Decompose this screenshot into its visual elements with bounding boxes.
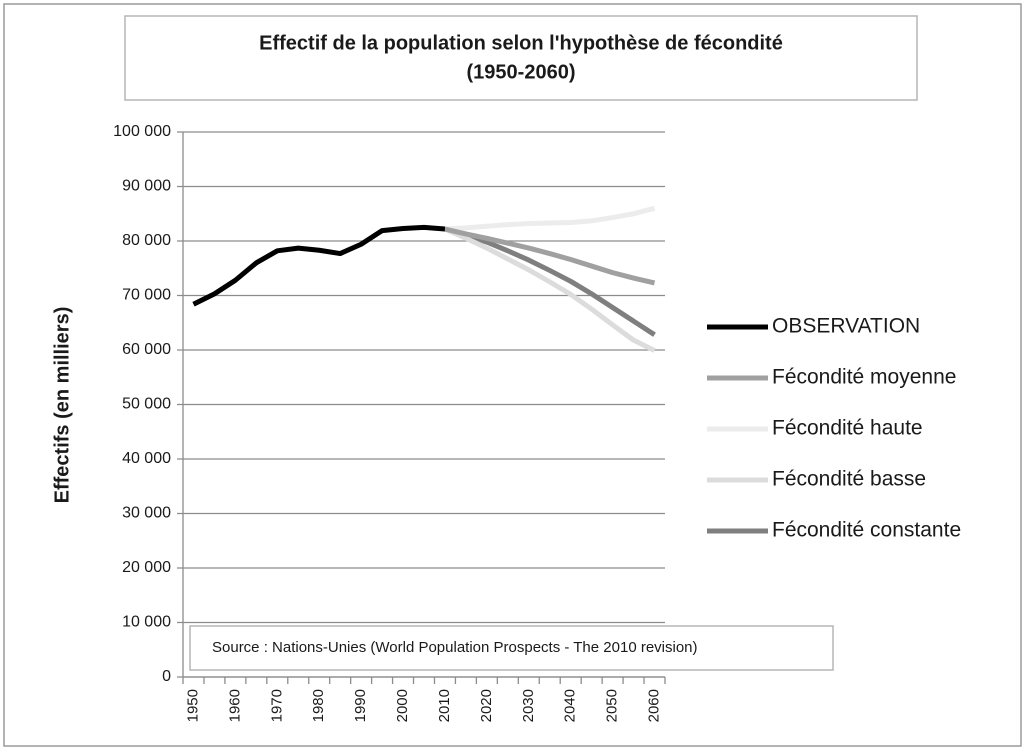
series-line (443, 226, 656, 353)
y-tick-label: 90 000 (122, 178, 171, 195)
x-tick-label: 1950 (184, 689, 201, 722)
series-line (192, 224, 446, 307)
x-tick-label: 2010 (436, 689, 453, 722)
y-tick-label: 50 000 (122, 396, 171, 413)
y-tick-label: 40 000 (122, 450, 171, 467)
y-tick-label: 60 000 (122, 341, 171, 358)
y-axis-label: Effectifs (en milliers) (51, 307, 73, 504)
legend-label: Fécondité haute (772, 417, 923, 440)
title-box (124, 15, 918, 101)
y-tick-label: 10 000 (122, 614, 171, 631)
x-tick-label: 1970 (268, 689, 285, 722)
x-tick-label: 2040 (562, 689, 579, 722)
x-tick-label: 2050 (604, 689, 621, 722)
x-tick-label: 2060 (645, 689, 662, 722)
chart-border (3, 3, 1022, 747)
legend-label: Fécondité constante (772, 519, 961, 542)
annotation: Source : Nations-Unies (World Population… (212, 639, 698, 656)
series-line (444, 226, 656, 337)
x-tick-label: 2020 (478, 689, 495, 722)
annotation-box (189, 625, 834, 671)
x-tick-label: 1960 (226, 689, 243, 722)
x-tick-label: 2000 (394, 689, 411, 722)
y-tick-label: 100 000 (113, 123, 171, 140)
y-tick-label: 80 000 (122, 232, 171, 249)
chart-title: (1950-2060) (467, 61, 576, 83)
y-tick-label: 30 000 (122, 505, 171, 522)
chart-title: Effectif de la population selon l'hypoth… (259, 32, 783, 54)
legend-label: Fécondité basse (772, 468, 926, 491)
series-line (444, 226, 656, 286)
legend-label: OBSERVATION (772, 315, 920, 338)
y-tick-label: 20 000 (122, 559, 171, 576)
x-tick-label: 1990 (352, 689, 369, 722)
legend-label: Fécondité moyenne (772, 366, 956, 389)
x-tick-label: 2030 (520, 689, 537, 722)
x-tick-label: 1980 (310, 689, 327, 722)
series-line (444, 205, 656, 232)
y-tick-label: 70 000 (122, 287, 171, 304)
y-tick-label: 0 (162, 668, 171, 685)
